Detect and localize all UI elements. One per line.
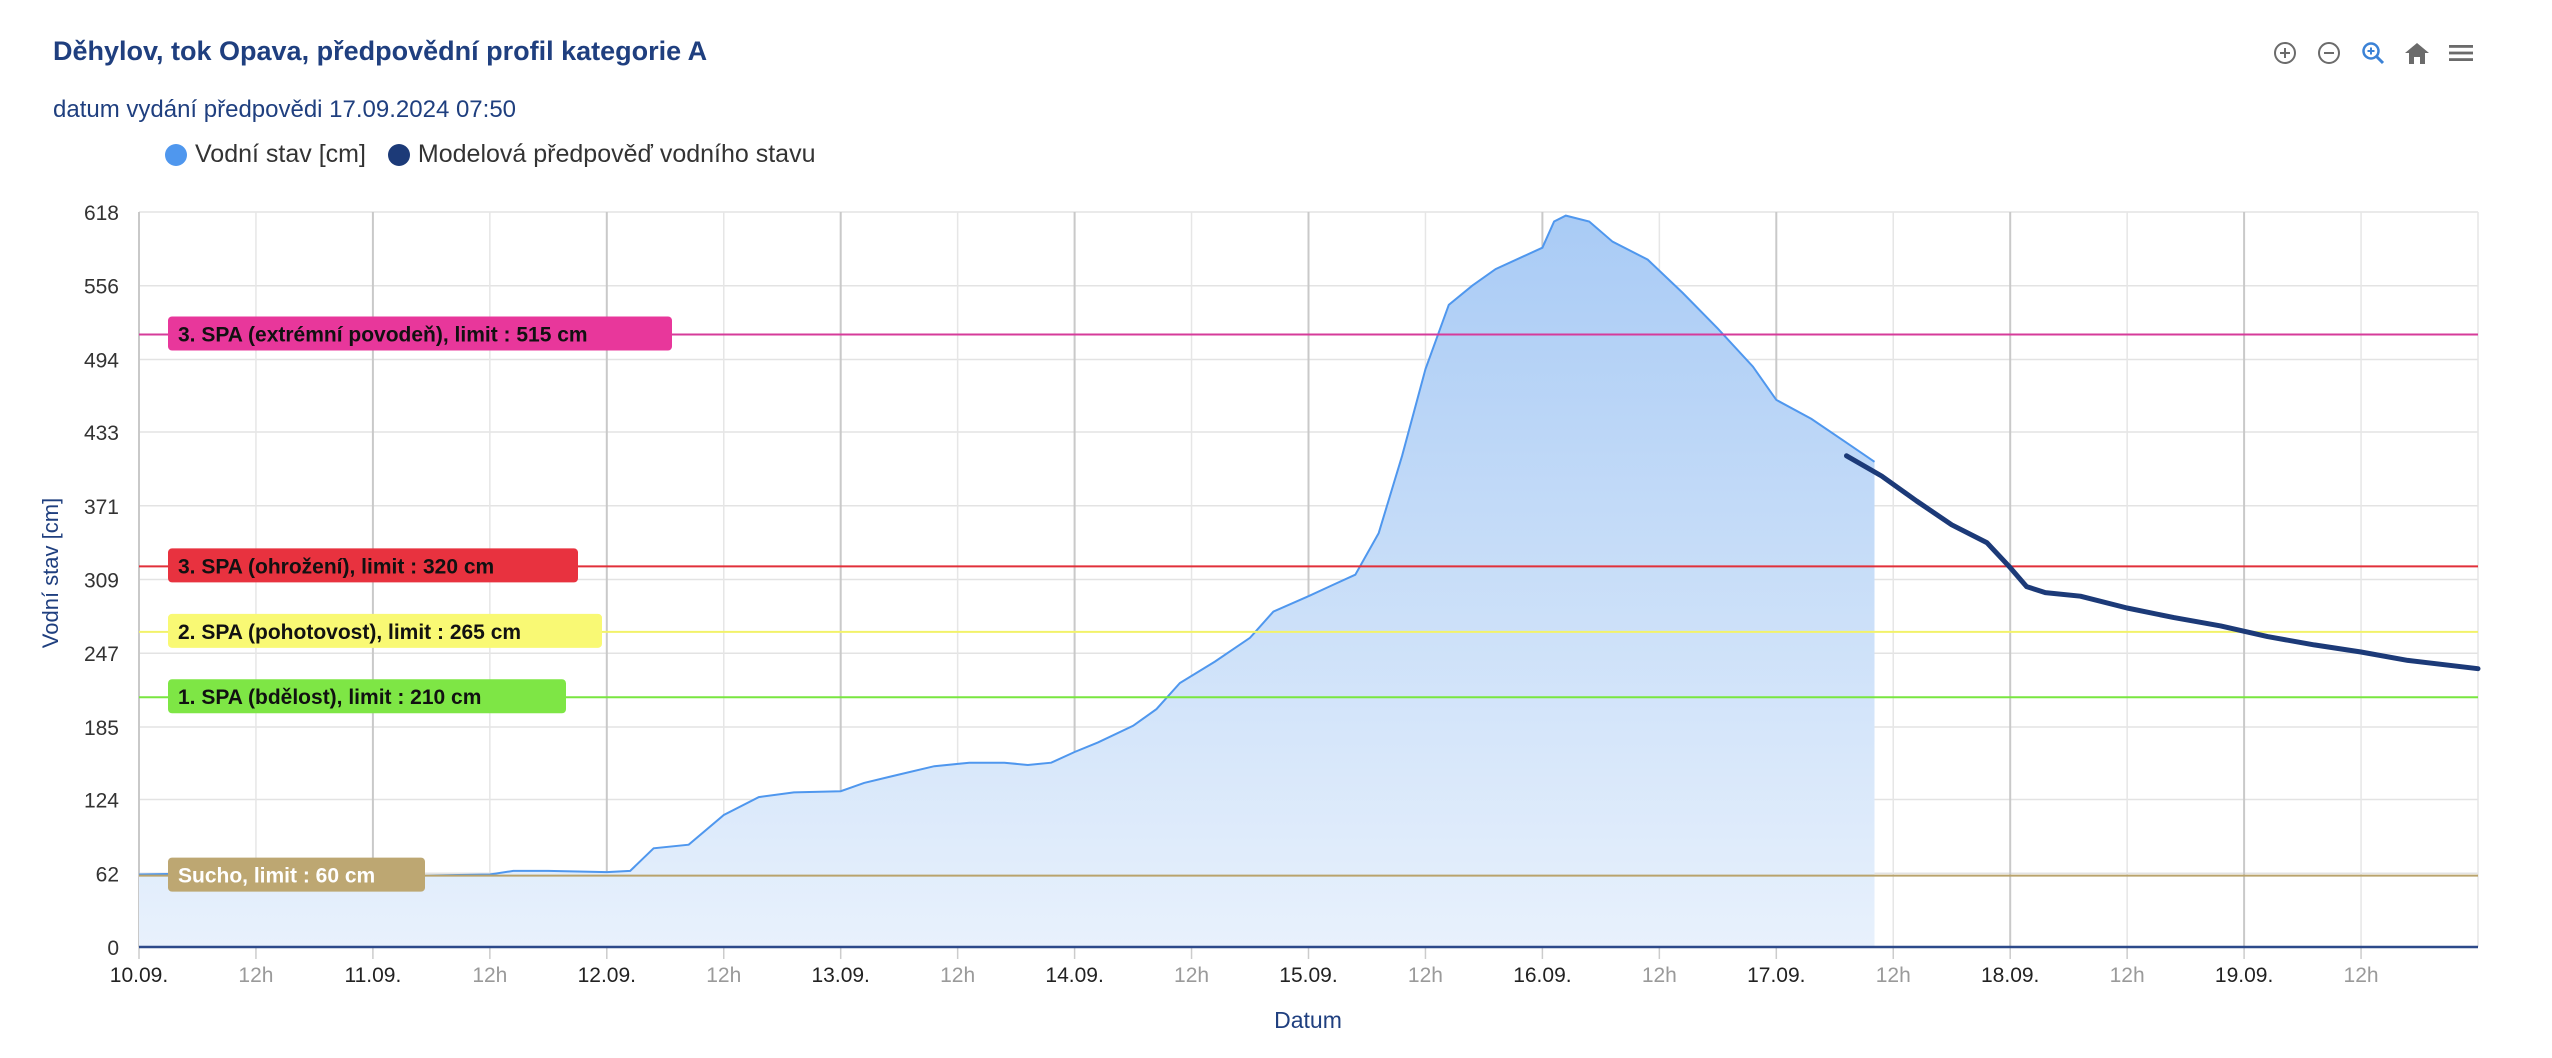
observed-line [138, 214, 1876, 877]
y-tick-label: 185 [84, 717, 119, 740]
x-tick-label: 12h [472, 964, 507, 987]
axes: 0 62 124 185 247 309 371 433 494 556 618 10.09. 12h 1… [84, 202, 2478, 987]
observed-area [139, 215, 1875, 948]
y-tick-label: 556 [84, 276, 119, 299]
y-tick-label: 247 [84, 643, 119, 666]
forecast-line [1844, 453, 2481, 672]
threshold-label-bg [168, 316, 672, 351]
y-tick-label: 433 [84, 422, 119, 445]
chart-subtitle: datum vydání předpovědi 17.09.2024 07:50 [53, 96, 517, 123]
zoom-in-icon[interactable] [2270, 38, 2300, 68]
x-tick-label: 15.09. [1279, 964, 1337, 987]
y-tick-label: 309 [84, 570, 119, 593]
y-tick-label: 618 [84, 202, 119, 225]
plot-area [138, 214, 1876, 948]
x-tick-label: 12h [1408, 964, 1443, 987]
home-icon[interactable] [2402, 38, 2432, 68]
x-tick-label: 12h [940, 964, 975, 987]
threshold-label: 3. SPA (extrémní povodeň), limit : 515 c… [178, 324, 588, 347]
chart-toolbar [2270, 38, 2476, 68]
x-tick-label: 12h [2110, 964, 2145, 987]
threshold-label: 3. SPA (ohrožení), limit : 320 cm [178, 555, 494, 578]
y-axis-title: Vodní stav [cm] [38, 498, 63, 648]
legend-label-forecast: Modelová předpověď vodního stavu [417, 140, 816, 168]
forecast-layer [1844, 453, 2481, 672]
x-axis-title: Datum [1274, 1007, 1342, 1033]
legend-label-observed: Vodní stav [cm] [195, 140, 366, 168]
x-tick-label: 12h [2344, 964, 2379, 987]
legend-marker-observed [165, 143, 187, 166]
threshold-label-bg [168, 613, 602, 648]
threshold-label-bg [168, 679, 566, 714]
x-tick-label: 17.09. [1747, 964, 1805, 987]
x-tick-label: 11.09. [344, 964, 401, 987]
x-tick-label: 14.09. [1045, 964, 1103, 987]
threshold-lines: 3. SPA (extrémní povodeň), limit : 515 c… [139, 316, 2478, 892]
threshold-label-bg [168, 857, 425, 892]
x-tick-label: 18.09. [1981, 964, 2039, 987]
x-tick-label: 12h [1642, 964, 1677, 987]
menu-icon[interactable] [2446, 38, 2476, 68]
legend: Vodní stav [cm] Modelová předpověď vodní… [165, 140, 816, 169]
chart-title: Děhylov, tok Opava, předpovědní profil k… [53, 36, 708, 66]
legend-marker-forecast [387, 143, 410, 166]
x-tick-label: 10.09. [110, 964, 168, 987]
x-tick-label: 12h [238, 964, 273, 987]
threshold-label: Sucho, limit : 60 cm [178, 865, 375, 888]
magnifier-icon[interactable] [2358, 38, 2388, 68]
legend-item-observed[interactable]: Vodní stav [cm] [165, 140, 366, 169]
y-tick-label: 494 [84, 349, 119, 372]
x-tick-label: 12h [1876, 964, 1911, 987]
y-tick-label: 0 [107, 937, 119, 960]
threshold-label: 2. SPA (pohotovost), limit : 265 cm [178, 621, 521, 644]
x-tick-label: 12h [706, 964, 741, 987]
y-tick-label: 371 [84, 496, 119, 519]
x-tick-label: 12h [1174, 964, 1209, 987]
x-tick-label: 16.09. [1513, 964, 1571, 987]
y-tick-label: 124 [84, 790, 119, 813]
y-tick-label: 62 [96, 863, 119, 886]
x-tick-label: 19.09. [2215, 964, 2273, 987]
x-tick-label: 13.09. [812, 964, 870, 987]
threshold-label: 1. SPA (bdělost), limit : 210 cm [178, 686, 481, 709]
zoom-out-icon[interactable] [2314, 38, 2344, 68]
x-tick-label: 12.09. [578, 964, 636, 987]
threshold-label-bg [168, 548, 578, 583]
legend-item-forecast[interactable]: Modelová předpověď vodního stavu [387, 140, 816, 169]
